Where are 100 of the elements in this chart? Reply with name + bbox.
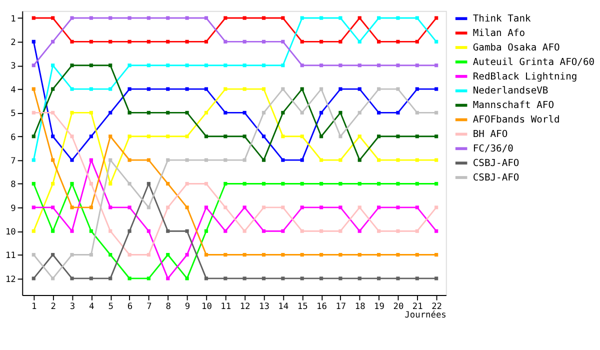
point	[434, 64, 438, 68]
point	[128, 276, 132, 280]
x-tick-label: 11	[220, 302, 232, 312]
point	[396, 64, 400, 68]
point	[128, 64, 132, 68]
point	[89, 182, 93, 186]
point	[358, 229, 362, 233]
point	[70, 229, 74, 233]
y-tick-label: 7	[10, 156, 16, 166]
point	[32, 64, 36, 68]
x-tick-label: 18	[354, 302, 366, 312]
point	[185, 40, 189, 44]
point	[146, 87, 151, 91]
legend-label: Think Tank	[472, 14, 532, 24]
point	[262, 252, 266, 257]
point	[146, 158, 151, 162]
point	[108, 276, 112, 280]
point	[396, 110, 400, 115]
x-tick-label: 16	[316, 302, 327, 312]
legend-label: Gamba Osaka AFO	[472, 42, 560, 54]
y-tick-label: 5	[10, 109, 16, 120]
point	[185, 206, 189, 210]
point	[166, 16, 170, 20]
point	[32, 87, 36, 91]
legend-label: NederlandseVB	[472, 86, 548, 97]
point	[204, 206, 208, 210]
point	[300, 206, 304, 210]
point	[108, 252, 112, 257]
point	[319, 16, 324, 20]
point	[51, 158, 55, 162]
point	[300, 16, 304, 20]
point	[70, 206, 74, 210]
point	[185, 16, 189, 20]
x-tick-label: 1	[32, 302, 37, 312]
x-tick-label: 22	[432, 302, 442, 312]
y-tick-label: 4	[10, 85, 16, 96]
point	[300, 134, 304, 138]
point	[89, 229, 93, 233]
point	[434, 110, 438, 115]
point	[70, 182, 74, 186]
point	[358, 276, 362, 280]
point	[89, 134, 93, 138]
point	[319, 87, 324, 91]
x-tick-label: 14	[278, 302, 289, 312]
x-tick-label: 9	[184, 302, 190, 312]
y-tick-label: 11	[5, 251, 16, 262]
point	[166, 206, 170, 210]
point	[376, 182, 381, 186]
point	[358, 206, 362, 210]
y-tick-label: 10	[5, 227, 16, 238]
point	[415, 158, 419, 162]
point	[242, 276, 246, 280]
point	[224, 110, 228, 115]
point	[358, 16, 362, 20]
legend-label: Auteuil Grinta AFO/60	[472, 56, 595, 68]
point	[32, 16, 36, 20]
legend-label: CSBJ-AFO	[472, 158, 520, 169]
point	[146, 206, 151, 210]
point	[128, 206, 132, 210]
point	[146, 252, 151, 257]
point	[434, 182, 438, 186]
y-tick-label: 1	[10, 14, 16, 24]
x-tick-label: 3	[70, 302, 76, 312]
y-tick-label: 12	[5, 274, 16, 285]
point	[415, 276, 419, 280]
point	[319, 252, 324, 257]
x-tick-label: 2	[50, 302, 56, 312]
point	[166, 87, 170, 91]
point	[89, 16, 93, 20]
point	[185, 182, 189, 186]
point	[166, 64, 170, 68]
point	[242, 206, 246, 210]
point	[396, 40, 400, 44]
point	[338, 229, 342, 233]
point	[281, 229, 285, 233]
point	[32, 134, 36, 138]
point	[51, 40, 55, 44]
point	[224, 276, 228, 280]
point	[281, 134, 285, 138]
point	[281, 206, 285, 210]
point	[338, 40, 342, 44]
point	[434, 40, 438, 44]
point	[262, 276, 266, 280]
x-tick-label: 13	[259, 302, 270, 312]
point	[358, 64, 362, 68]
point	[185, 134, 189, 138]
point	[128, 16, 132, 20]
point	[300, 87, 304, 91]
point	[242, 16, 246, 20]
point	[128, 158, 132, 162]
point	[242, 158, 246, 162]
x-tick-label: 21	[412, 302, 423, 312]
point	[166, 40, 170, 44]
point	[242, 229, 246, 233]
point	[242, 87, 246, 91]
point	[185, 276, 189, 280]
point	[128, 252, 132, 257]
y-tick-label: 3	[10, 62, 16, 72]
point	[262, 134, 266, 138]
point	[358, 40, 362, 44]
